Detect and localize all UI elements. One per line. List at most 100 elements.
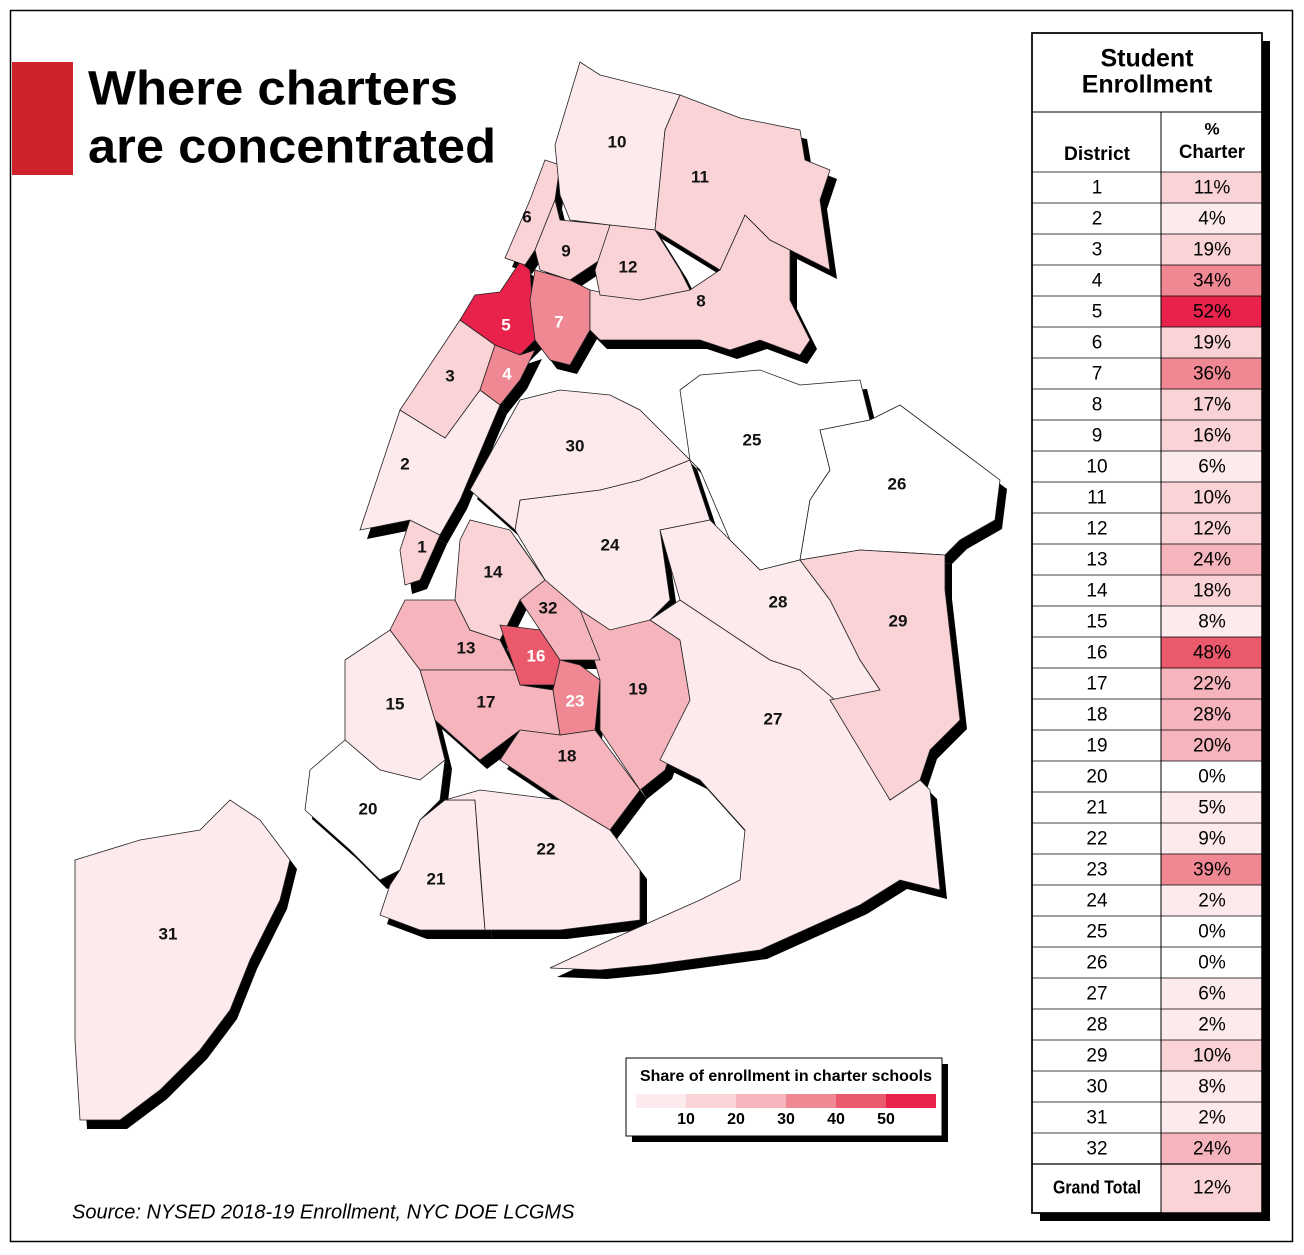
district	[589, 214, 811, 356]
district-cell: 13	[1086, 550, 1107, 571]
district-cell: 23	[1086, 860, 1107, 881]
percent-cell: 24%	[1193, 550, 1231, 571]
district-cell: 26	[1086, 953, 1107, 974]
percent-cell: 22%	[1193, 674, 1231, 695]
cell-fill	[1161, 978, 1262, 1009]
percent-cell: 6%	[1198, 984, 1226, 1005]
title-line: are concentrated	[88, 121, 496, 174]
legend-swatch	[736, 1094, 786, 1108]
percent-cell: 17%	[1193, 395, 1231, 416]
cell-fill	[1161, 296, 1262, 327]
district-label: 17	[477, 692, 496, 711]
legend-swatch	[636, 1094, 686, 1108]
percent-cell: 2%	[1198, 1015, 1226, 1036]
percent-cell: 19%	[1193, 240, 1231, 261]
cell-fill	[1161, 513, 1262, 544]
district-label: 29	[889, 611, 908, 630]
percent-cell: 2%	[1198, 891, 1226, 912]
legend-tick-label: 20	[727, 1111, 745, 1128]
total-value: 12%	[1193, 1178, 1231, 1199]
table-title: Student	[1100, 45, 1194, 73]
district-label: 10	[608, 132, 627, 151]
cell-fill	[1161, 420, 1262, 451]
percent-cell: 8%	[1198, 612, 1226, 633]
cell-fill	[1161, 203, 1262, 234]
district-cell: 7	[1092, 364, 1103, 385]
district-cell: 12	[1086, 519, 1107, 540]
district-label: 15	[386, 694, 405, 713]
cell-fill	[1161, 265, 1262, 296]
district-cell: 1	[1092, 178, 1103, 199]
district-cell: 16	[1086, 643, 1107, 664]
district-label: 21	[427, 869, 446, 888]
district-cell: 9	[1092, 426, 1103, 447]
cell-fill	[1161, 575, 1262, 606]
district-cell: 5	[1092, 302, 1103, 323]
district	[534, 198, 611, 281]
district	[444, 789, 641, 931]
percent-cell: 20%	[1193, 736, 1231, 757]
district-cell: 21	[1086, 798, 1107, 819]
legend-title: Share of enrollment in charter schools	[640, 1068, 932, 1085]
cell-fill	[1161, 1102, 1262, 1133]
cell-fill	[1161, 451, 1262, 482]
percent-cell: 2%	[1198, 1108, 1226, 1129]
column-header: Charter	[1179, 142, 1246, 163]
cell-fill	[1161, 730, 1262, 761]
district-label: 24	[601, 535, 620, 554]
legend: Share of enrollment in charter schools 1…	[625, 1057, 948, 1142]
legend-tick-label: 50	[877, 1111, 895, 1128]
district-cell: 22	[1086, 829, 1107, 850]
percent-cell: 0%	[1198, 767, 1226, 788]
percent-cell: 9%	[1198, 829, 1226, 850]
cell-fill	[1161, 854, 1262, 885]
percent-cell: 10%	[1193, 1046, 1231, 1067]
percent-cell: 8%	[1198, 1077, 1226, 1098]
percent-cell: 19%	[1193, 333, 1231, 354]
district-label: 6	[522, 207, 531, 226]
cell-fill	[1161, 1133, 1262, 1164]
district	[74, 799, 291, 1121]
district-cell: 30	[1086, 1077, 1107, 1098]
district-label: 1	[417, 537, 426, 556]
column-header: District	[1064, 144, 1131, 165]
district-label: 31	[159, 924, 178, 943]
cell-fill	[1161, 699, 1262, 730]
district-cell: 4	[1092, 271, 1103, 292]
district-label: 2	[400, 454, 409, 473]
percent-cell: 5%	[1198, 798, 1226, 819]
legend-swatch	[686, 1094, 736, 1108]
cell-fill	[1161, 1071, 1262, 1102]
district-cell: 18	[1086, 705, 1107, 726]
district-cell: 11	[1087, 488, 1107, 509]
percent-cell: 16%	[1193, 426, 1231, 447]
legend-swatch	[836, 1094, 886, 1108]
cell-fill	[1161, 916, 1262, 947]
district-label: 18	[558, 746, 577, 765]
district-label: 4	[502, 364, 512, 383]
table-title: Enrollment	[1082, 71, 1213, 99]
cell-fill	[1161, 1009, 1262, 1040]
total-label: Grand Total	[1053, 1177, 1141, 1197]
cell-fill	[1161, 1164, 1262, 1213]
district	[529, 269, 591, 366]
district-cell: 25	[1086, 922, 1107, 943]
percent-cell: 10%	[1193, 488, 1231, 509]
percent-cell: 39%	[1193, 860, 1231, 881]
percent-cell: 18%	[1193, 581, 1231, 602]
percent-cell: 0%	[1198, 953, 1226, 974]
percent-cell: 34%	[1193, 271, 1231, 292]
cell-fill	[1161, 885, 1262, 916]
district-cell: 27	[1086, 984, 1107, 1005]
district-cell: 24	[1086, 891, 1108, 912]
title-line: Where charters	[88, 63, 458, 116]
district-label: 28	[769, 592, 788, 611]
cell-fill	[1161, 389, 1262, 420]
district	[799, 549, 961, 801]
legend-tick-label: 30	[777, 1111, 795, 1128]
district-label: 27	[764, 709, 783, 728]
percent-cell: 6%	[1198, 457, 1226, 478]
source: Source: NYSED 2018-19 Enrollment, NYC DO…	[72, 1201, 575, 1223]
district-label: 32	[539, 598, 558, 617]
